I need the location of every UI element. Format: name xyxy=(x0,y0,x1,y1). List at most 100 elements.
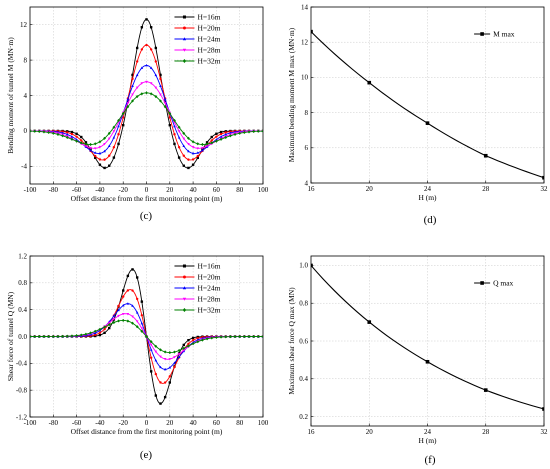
series-point xyxy=(191,158,195,161)
series-point xyxy=(187,149,190,153)
x-tick-label: 100 xyxy=(258,419,269,427)
series-point xyxy=(159,355,162,359)
x-tick-label: 40 xyxy=(190,419,198,427)
series-point xyxy=(131,99,134,103)
series-point xyxy=(154,73,158,77)
legend-label: H=24m xyxy=(197,284,220,293)
series-point xyxy=(252,129,256,134)
series-point xyxy=(159,93,162,96)
series-point xyxy=(205,142,209,146)
y-tick-label: 12 xyxy=(301,39,309,47)
data-point xyxy=(311,29,313,34)
series-point xyxy=(159,348,162,352)
legend-marker xyxy=(182,297,187,301)
chart-panel-3: -100 -80 -60 -40 -20 0 20 40 60 80 100 -1.2 -0.8 -0.4… xyxy=(6,252,269,461)
series-point xyxy=(94,333,97,336)
x-tick-label: -80 xyxy=(49,419,59,427)
series-point xyxy=(131,268,134,271)
legend-marker xyxy=(480,32,484,36)
series-point xyxy=(173,124,176,128)
series-point xyxy=(126,105,130,109)
series-point xyxy=(163,97,167,101)
legend-label: H=28m xyxy=(197,295,220,304)
series-point xyxy=(103,142,106,146)
plot-area xyxy=(311,263,544,411)
series-point xyxy=(238,334,242,339)
series-point xyxy=(182,154,185,157)
y-tick-label: 8 xyxy=(24,56,28,64)
series-point xyxy=(126,319,130,323)
series-point xyxy=(145,91,148,95)
legend: H=16m H=20m H=24m H=28m H=32m xyxy=(174,262,221,315)
x-tick-label: 80 xyxy=(236,186,244,194)
panel-label: (f) xyxy=(425,454,436,466)
plot-area xyxy=(311,29,544,180)
plot-area xyxy=(30,18,263,170)
series-point xyxy=(159,77,162,81)
series-point xyxy=(163,367,167,371)
series-point xyxy=(94,156,97,160)
series-point xyxy=(187,158,190,161)
series-point xyxy=(131,315,134,318)
data-point xyxy=(425,359,430,364)
x-tick-label: 0 xyxy=(145,186,149,194)
series-point xyxy=(205,141,209,144)
series-point xyxy=(89,146,92,150)
series-point xyxy=(126,313,130,316)
series-point xyxy=(93,151,97,154)
series-point xyxy=(154,86,158,90)
series-point xyxy=(65,135,69,140)
y-tick-label: 0.2 xyxy=(299,413,308,421)
series-point xyxy=(75,132,78,135)
series-point xyxy=(140,48,144,51)
series-point xyxy=(154,94,158,99)
series-point xyxy=(168,366,172,369)
series-point xyxy=(145,334,148,339)
series-point xyxy=(112,125,116,129)
series-point xyxy=(191,342,195,346)
x-tick-label: 60 xyxy=(213,419,221,427)
x-tick-label: -20 xyxy=(119,419,129,427)
y-tick-label: 10 xyxy=(301,74,309,82)
series-point xyxy=(163,358,167,361)
series-point xyxy=(117,142,120,146)
series-point xyxy=(215,138,218,141)
series-point xyxy=(214,139,218,143)
series-point xyxy=(126,289,130,292)
legend: M max xyxy=(474,30,515,39)
series-point xyxy=(70,334,74,338)
series-point xyxy=(159,84,162,88)
panel-label: (e) xyxy=(140,449,153,461)
series-point xyxy=(126,100,130,104)
series-point xyxy=(242,334,246,339)
series-point xyxy=(135,86,139,90)
series-point xyxy=(89,148,92,152)
series-point xyxy=(37,334,41,339)
x-tick-label: 60 xyxy=(213,186,221,194)
series-point xyxy=(84,332,88,336)
series-point xyxy=(30,334,32,339)
series-point xyxy=(103,158,106,161)
x-tick-label: -40 xyxy=(95,419,105,427)
series-point xyxy=(191,339,195,342)
series-point xyxy=(173,118,176,123)
chart-panel-4: 16 20 24 28 32 0.2 0.4 0.6 0.8 1.0 H (m) Maximum sh… xyxy=(287,255,548,466)
series-point xyxy=(154,350,158,354)
x-tick-label: -40 xyxy=(95,186,105,194)
series-point xyxy=(107,137,111,140)
legend-label: H=32m xyxy=(197,57,220,66)
series-point xyxy=(103,328,106,331)
series-point xyxy=(173,361,176,364)
series-point xyxy=(149,370,153,373)
y-axis-label: Shear force of tunnel Q (MN) xyxy=(6,291,15,381)
y-axis-label: Maximum shear force Q max (MN) xyxy=(287,287,296,395)
series-point xyxy=(51,131,55,135)
series-point xyxy=(173,350,176,354)
series-point xyxy=(112,156,116,159)
trend-line xyxy=(311,31,544,179)
series-point xyxy=(187,166,190,170)
series-point xyxy=(98,151,102,155)
series-point xyxy=(210,135,213,139)
series-point xyxy=(117,319,120,323)
series-point xyxy=(70,135,74,138)
